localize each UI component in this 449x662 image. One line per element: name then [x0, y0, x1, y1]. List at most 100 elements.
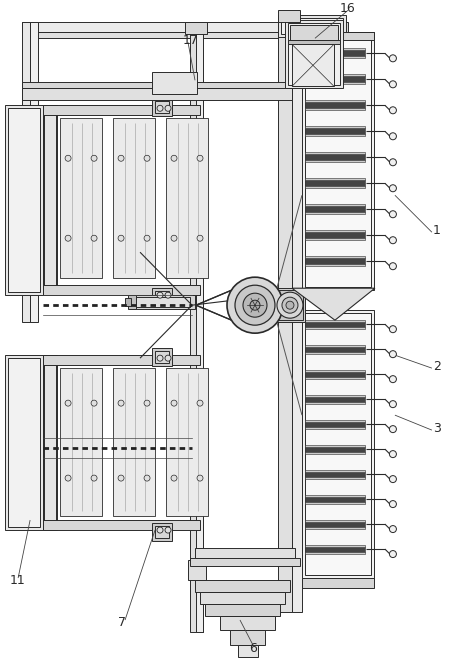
Bar: [305, 520, 365, 522]
Bar: [305, 48, 365, 50]
Bar: [278, 11, 300, 23]
Bar: [305, 522, 365, 527]
Circle shape: [389, 185, 396, 192]
Circle shape: [65, 235, 71, 241]
Bar: [277, 290, 303, 320]
Bar: [305, 205, 365, 207]
Bar: [305, 502, 365, 504]
Bar: [238, 645, 258, 657]
Bar: [305, 447, 365, 452]
Bar: [305, 545, 365, 547]
Bar: [113, 368, 155, 516]
Bar: [305, 154, 365, 160]
Bar: [166, 118, 208, 278]
Circle shape: [197, 475, 203, 481]
Bar: [30, 32, 297, 38]
Text: 3: 3: [433, 422, 441, 435]
Bar: [305, 207, 365, 213]
Polygon shape: [292, 288, 375, 320]
Circle shape: [389, 159, 396, 166]
Circle shape: [171, 475, 177, 481]
Bar: [152, 288, 172, 307]
Bar: [8, 358, 40, 527]
Circle shape: [171, 156, 177, 162]
Bar: [305, 264, 365, 266]
Circle shape: [389, 451, 396, 457]
Bar: [60, 118, 102, 278]
Circle shape: [286, 301, 294, 309]
Bar: [43, 520, 200, 530]
Bar: [305, 372, 365, 377]
Circle shape: [389, 237, 396, 244]
Circle shape: [389, 551, 396, 557]
Bar: [305, 82, 365, 84]
Circle shape: [197, 235, 203, 241]
Circle shape: [389, 475, 396, 483]
Bar: [281, 19, 343, 34]
Bar: [285, 21, 343, 88]
Circle shape: [389, 500, 396, 508]
Circle shape: [389, 375, 396, 383]
Text: 2: 2: [433, 359, 441, 373]
Bar: [195, 548, 295, 558]
Bar: [305, 230, 365, 232]
Bar: [305, 420, 365, 422]
Text: 17: 17: [183, 34, 199, 47]
Bar: [125, 298, 131, 307]
Bar: [292, 23, 302, 612]
Bar: [305, 160, 365, 162]
Circle shape: [235, 285, 275, 325]
Bar: [205, 604, 280, 616]
Bar: [305, 452, 365, 454]
Circle shape: [389, 107, 396, 114]
Bar: [305, 345, 365, 347]
Bar: [305, 50, 365, 56]
Bar: [305, 128, 365, 134]
Circle shape: [157, 105, 163, 111]
Circle shape: [389, 81, 396, 88]
Bar: [305, 552, 365, 554]
Circle shape: [277, 292, 303, 318]
Circle shape: [389, 326, 396, 333]
Circle shape: [389, 133, 396, 140]
Bar: [305, 497, 365, 502]
Bar: [305, 395, 365, 397]
Bar: [44, 358, 56, 527]
Bar: [5, 355, 43, 530]
Bar: [195, 580, 290, 592]
Circle shape: [389, 263, 396, 269]
Bar: [305, 238, 365, 240]
Bar: [230, 630, 265, 645]
Bar: [275, 288, 305, 322]
Bar: [290, 25, 338, 40]
Circle shape: [118, 400, 124, 406]
Circle shape: [118, 475, 124, 481]
Circle shape: [389, 211, 396, 218]
Bar: [305, 56, 365, 58]
Bar: [305, 427, 365, 429]
Bar: [5, 105, 43, 295]
Text: 7: 7: [118, 616, 126, 628]
Bar: [305, 180, 365, 186]
Bar: [220, 616, 275, 630]
Circle shape: [282, 297, 298, 313]
Bar: [305, 327, 365, 329]
Bar: [305, 472, 365, 477]
Bar: [152, 348, 172, 366]
Bar: [302, 310, 374, 578]
Bar: [128, 295, 136, 309]
Bar: [305, 547, 365, 552]
Bar: [185, 23, 207, 34]
Bar: [22, 88, 292, 100]
Bar: [190, 23, 203, 632]
Bar: [292, 44, 334, 86]
Bar: [278, 15, 346, 37]
Bar: [200, 592, 285, 604]
Bar: [305, 74, 365, 76]
Bar: [302, 32, 374, 40]
Circle shape: [144, 156, 150, 162]
Bar: [305, 377, 365, 379]
Bar: [302, 32, 374, 290]
Bar: [43, 105, 57, 295]
Bar: [305, 402, 365, 404]
